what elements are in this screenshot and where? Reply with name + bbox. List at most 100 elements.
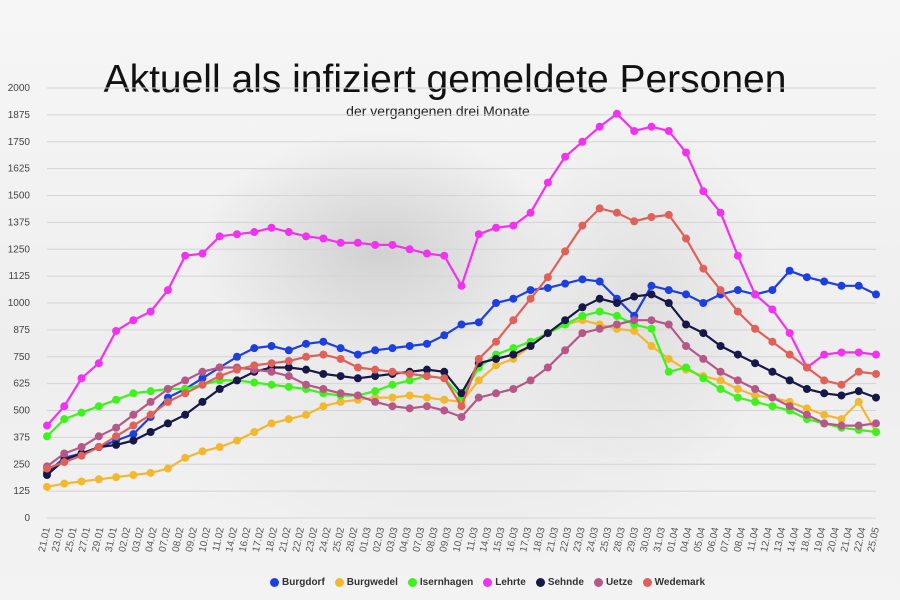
data-point [509,385,518,393]
chart-title: Aktuell als infiziert gemeldete Personen [103,58,787,101]
data-point [129,471,138,479]
data-point [716,342,725,350]
data-point [664,127,673,135]
data-point [388,240,397,249]
data-point [492,354,501,363]
data-point [682,290,691,299]
data-point [457,320,466,329]
data-point [595,294,604,303]
data-point [267,419,276,428]
data-point [699,354,708,363]
data-point [457,412,466,421]
x-tick-label: 06.04 [706,526,722,553]
x-tick-label: 24.02 [318,526,334,553]
data-point [129,421,138,430]
data-point [77,451,86,460]
x-tick-label: 09.02 [184,526,200,553]
data-point [854,397,863,406]
data-point [526,286,535,295]
data-point [664,320,673,329]
data-point [733,385,742,393]
data-point [561,152,570,161]
data-point [820,350,829,359]
data-point [837,348,846,357]
data-point [94,402,103,411]
data-point [60,402,69,411]
data-point [682,320,691,329]
data-point [43,482,51,491]
data-point [267,359,276,368]
data-point [129,316,138,325]
data-point [405,404,414,413]
data-point [405,245,414,254]
data-point [751,290,760,299]
legend-item: Burgwedel [334,577,398,588]
data-point [250,344,259,353]
y-tick-label: 375 [13,432,30,443]
data-point [405,369,414,378]
data-point [872,419,880,428]
data-point [284,228,293,237]
data-point [872,350,880,359]
data-point [181,453,190,462]
data-point [837,421,846,430]
data-point [146,387,155,396]
data-point [630,217,639,226]
data-point [60,449,69,458]
data-point [440,367,449,376]
data-point [785,329,794,338]
series-wedemark [43,204,880,473]
data-point [716,376,725,385]
data-point [129,430,138,439]
data-point [526,208,535,217]
data-point [837,391,846,400]
data-point [198,374,207,383]
x-tick-label: 25.03 [599,526,615,553]
x-axis-tick-labels: 21.0123.0125.0127.0129.0131.0102.0203.02… [37,526,882,553]
data-point [440,374,449,383]
data-point [716,208,725,217]
data-point [647,290,656,299]
data-point [647,316,656,325]
data-point [802,410,811,419]
x-tick-label: 18.02 [264,526,280,553]
data-point [682,148,691,157]
x-tick-label: 14.03 [478,526,494,553]
legend: Burgdorf Burgwedel Isernhagen Lehrte Sehnde U… [270,577,705,588]
data-point [405,376,414,385]
data-point [198,249,207,258]
data-point [440,331,449,340]
series-uetze [43,316,880,471]
data-point [422,393,431,402]
data-point [232,230,241,239]
data-point [146,428,155,436]
data-point [336,372,345,381]
data-point [509,221,518,230]
data-point [371,240,380,249]
data-point [302,410,311,419]
legend-label: Isernhagen [419,577,474,588]
data-point [785,376,794,385]
data-point [371,365,380,374]
data-point [440,406,449,415]
data-point [146,397,155,406]
data-point [509,344,518,353]
data-point [440,251,449,260]
x-tick-label: 17.03 [518,526,534,553]
data-point [802,385,811,393]
x-tick-label: 25.05 [866,526,882,553]
data-point [802,273,811,282]
data-point [474,393,483,402]
x-tick-label: 07.03 [411,526,427,553]
data-point [612,311,621,320]
data-point [751,324,760,333]
data-point [129,410,138,419]
data-point [284,415,293,424]
data-point [163,286,172,295]
x-tick-label: 04.04 [679,526,695,553]
x-tick-label: 21.02 [278,526,294,553]
data-point [388,402,397,411]
data-point [336,344,345,353]
x-tick-label: 12.04 [759,526,775,553]
data-point [612,320,621,329]
